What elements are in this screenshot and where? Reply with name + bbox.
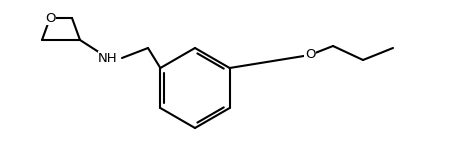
Text: NH: NH (98, 52, 118, 64)
Text: O: O (305, 49, 315, 61)
Text: O: O (45, 12, 55, 24)
